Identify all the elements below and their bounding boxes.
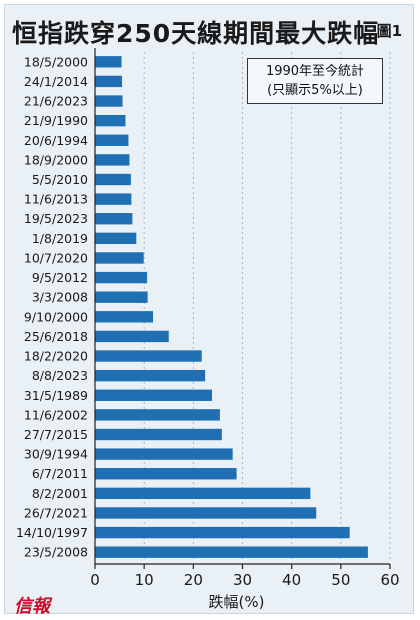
bar-21-9-1990 [95, 114, 126, 127]
bar-3-3-2008 [95, 291, 148, 303]
bar-5-5-2010 [95, 173, 131, 186]
category-label-6-7-2011: 6/7/2011 [32, 466, 88, 481]
x-tick-label-60: 60 [380, 571, 399, 589]
category-label-1-8-2019: 1/8/2019 [32, 231, 88, 246]
bar-20-6-1994 [95, 134, 129, 146]
bar-9-10-2000 [95, 311, 154, 323]
bar-10-7-2020 [95, 252, 144, 264]
bar-18-2-2020 [95, 350, 202, 362]
category-label-31-5-1989: 31/5/1989 [24, 388, 88, 403]
category-label-20-6-1994: 20/6/1994 [24, 133, 88, 148]
x-axis-title: 跌幅(%) [209, 593, 265, 611]
bar-26-7-2021 [95, 507, 317, 519]
bar-6-7-2011 [95, 468, 237, 480]
bar-9-5-2012 [95, 271, 148, 284]
category-label-11-6-2002: 11/6/2002 [24, 407, 88, 422]
x-tick-label-20: 20 [184, 571, 203, 589]
category-label-14-10-1997: 14/10/1997 [16, 525, 88, 540]
bar-8-2-2001 [95, 487, 311, 500]
bar-11-6-2013 [95, 193, 132, 205]
category-label-24-1-2014: 24/1/2014 [24, 74, 88, 89]
note-line-2: (只顯示5%以上) [267, 83, 363, 98]
category-label-19-5-2023: 19/5/2023 [24, 211, 88, 226]
category-label-23-5-2008: 23/5/2008 [24, 545, 88, 560]
x-tick-label-50: 50 [331, 571, 350, 589]
bar-30-9-1994 [95, 448, 233, 460]
bar-23-5-2008 [95, 546, 368, 558]
note-line-1: 1990年至今統計 [265, 64, 365, 79]
category-label-9-5-2012: 9/5/2012 [32, 270, 88, 285]
bar-18-5-2000 [95, 56, 122, 68]
category-label-11-6-2013: 11/6/2013 [24, 192, 88, 207]
bar-1-8-2019 [95, 232, 137, 245]
bar-8-8-2023 [95, 369, 206, 382]
category-label-27-7-2015: 27/7/2015 [24, 427, 88, 442]
category-label-18-5-2000: 18/5/2000 [24, 54, 88, 69]
category-label-5-5-2010: 5/5/2010 [32, 172, 88, 187]
bar-24-1-2014 [95, 75, 123, 88]
category-label-3-3-2008: 3/3/2008 [32, 290, 88, 305]
category-label-25-6-2018: 25/6/2018 [24, 329, 88, 344]
x-tick-label-30: 30 [233, 571, 252, 589]
category-label-26-7-2021: 26/7/2021 [24, 505, 88, 520]
category-label-9-10-2000: 9/10/2000 [24, 309, 88, 324]
category-label-30-9-1994: 30/9/1994 [24, 447, 88, 462]
publisher-logo: 信報 [14, 596, 50, 617]
page-title: 恒指跌穿250天線期間最大跌幅 [12, 19, 380, 48]
note-box: 1990年至今統計 (只顯示5%以上) [247, 58, 383, 104]
figure-label: 圖1 [376, 22, 402, 40]
bar-21-6-2023 [95, 95, 123, 107]
bar-19-5-2023 [95, 213, 133, 225]
header: 恒指跌穿250天線期間最大跌幅 圖1 [4, 4, 414, 48]
category-label-8-2-2001: 8/2/2001 [32, 486, 88, 501]
x-tick-label-0: 0 [90, 571, 100, 589]
x-tick-label-40: 40 [282, 571, 301, 589]
bar-14-10-1997 [95, 526, 350, 539]
bar-18-9-2000 [95, 154, 130, 166]
bar-27-7-2015 [95, 428, 222, 441]
category-label-10-7-2020: 10/7/2020 [24, 250, 88, 265]
category-label-18-2-2020: 18/2/2020 [24, 349, 88, 364]
category-label-21-9-1990: 21/9/1990 [24, 113, 88, 128]
bar-11-6-2002 [95, 409, 220, 421]
x-tick-label-10: 10 [135, 571, 154, 589]
category-label-8-8-2023: 8/8/2023 [32, 368, 88, 383]
category-label-18-9-2000: 18/9/2000 [24, 152, 88, 167]
bar-25-6-2018 [95, 330, 169, 343]
bar-31-5-1989 [95, 389, 213, 401]
category-label-21-6-2023: 21/6/2023 [24, 94, 88, 109]
